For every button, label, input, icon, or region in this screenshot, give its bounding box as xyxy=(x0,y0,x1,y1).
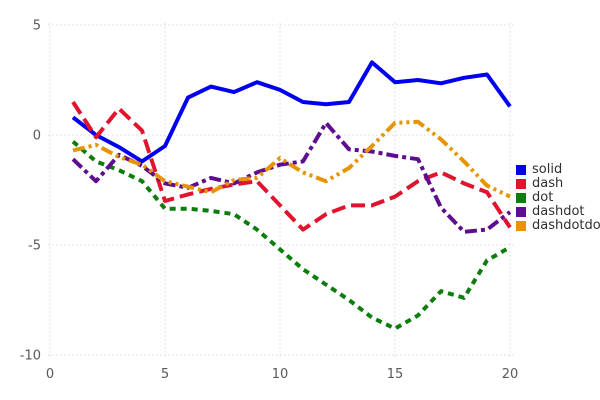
legend-item-dashdot: dashdot xyxy=(516,205,600,219)
legend-swatch-icon xyxy=(516,221,526,231)
legend-swatch-icon xyxy=(516,179,526,189)
legend-swatch-icon xyxy=(516,207,526,217)
legend-item-dash: dash xyxy=(516,177,600,191)
y-tick-label: 0 xyxy=(33,129,41,144)
y-tick-label: 5 xyxy=(33,19,41,34)
x-tick-label: 5 xyxy=(161,367,169,382)
legend-label: dashdot xyxy=(532,204,585,219)
x-tick-label: 20 xyxy=(502,367,519,382)
x-tick-label: 10 xyxy=(272,367,289,382)
series-line-solid xyxy=(71,60,512,164)
x-tick-label: 0 xyxy=(46,367,54,382)
legend-item-dot: dot xyxy=(516,191,600,205)
legend: solid dash dot dashdot dashdotdot xyxy=(516,163,600,233)
legend-label: solid xyxy=(532,162,563,177)
legend-label: dashdotdot xyxy=(532,218,600,233)
y-tick-label: -5 xyxy=(28,239,41,254)
legend-swatch-icon xyxy=(516,165,526,175)
series-line-dashdotdot xyxy=(72,119,511,199)
x-tick-label: 15 xyxy=(387,367,404,382)
series-line-dash xyxy=(71,100,512,232)
legend-item-dashdotdot: dashdotdot xyxy=(516,219,600,233)
legend-item-solid: solid xyxy=(516,163,600,177)
series-line-dashdot xyxy=(71,120,512,234)
legend-swatch-icon xyxy=(516,193,526,203)
y-tick-label: -10 xyxy=(20,349,41,364)
legend-label: dash xyxy=(532,176,564,191)
legend-label: dot xyxy=(532,190,554,205)
series-line-dot xyxy=(71,140,511,331)
